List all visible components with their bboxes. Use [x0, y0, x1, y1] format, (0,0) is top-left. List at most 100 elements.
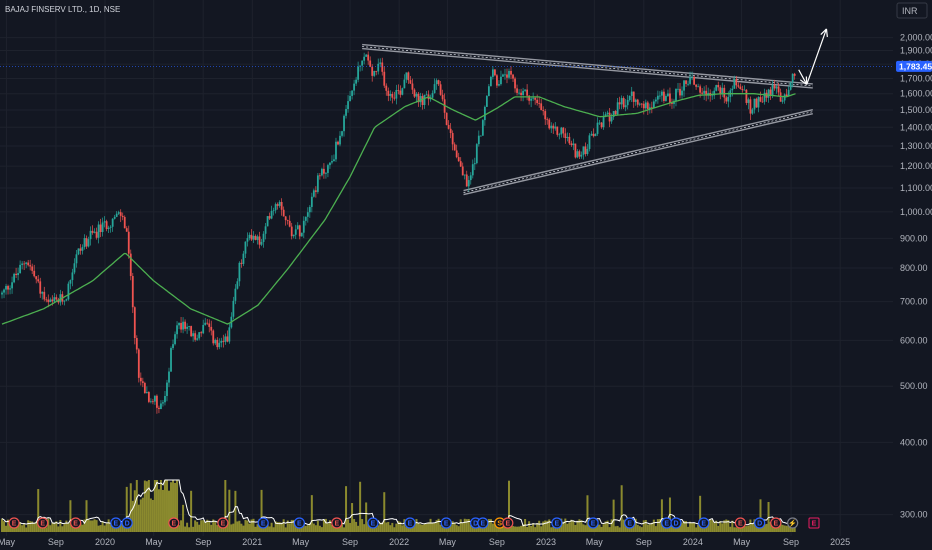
- candle-body: [479, 135, 482, 137]
- event-marker[interactable]: E: [477, 517, 489, 529]
- candle-body: [83, 238, 86, 248]
- candle-body: [274, 204, 277, 211]
- event-marker[interactable]: E: [440, 517, 452, 529]
- event-marker[interactable]: E: [257, 517, 269, 529]
- currency-button[interactable]: INR: [896, 2, 928, 19]
- event-markers[interactable]: E E E E D E E E E E E E E D E S E E E E E D E E D E ⚡ E: [8, 517, 820, 529]
- event-marker[interactable]: S: [494, 517, 506, 529]
- event-marker[interactable]: E: [502, 517, 514, 529]
- volume-bar: [777, 524, 780, 532]
- candle-body: [13, 273, 15, 283]
- event-marker[interactable]: E: [551, 517, 563, 529]
- event-marker[interactable]: E: [8, 517, 20, 529]
- event-marker-label: E: [73, 521, 78, 528]
- candle-body: [220, 340, 223, 343]
- candle-body: [327, 165, 329, 173]
- candle-body: [546, 119, 549, 121]
- event-marker[interactable]: E: [217, 517, 229, 529]
- volume-bar: [516, 526, 519, 532]
- volume-bar: [29, 521, 32, 532]
- volume-bar: [97, 525, 100, 532]
- candle-body: [320, 168, 323, 176]
- candle-body: [489, 76, 492, 87]
- volume-bar: [574, 524, 577, 532]
- candle-body: [469, 175, 472, 181]
- event-marker-label: E: [555, 521, 560, 528]
- candle-body: [353, 83, 355, 91]
- candle-body: [777, 86, 780, 93]
- volume-bar: [123, 526, 126, 532]
- volume-bar: [389, 525, 392, 532]
- event-marker[interactable]: E: [331, 517, 343, 529]
- event-marker[interactable]: E: [698, 517, 710, 529]
- event-marker[interactable]: E: [168, 517, 180, 529]
- candle-body: [540, 103, 543, 111]
- x-tick-label: May: [733, 537, 751, 547]
- event-marker[interactable]: E: [110, 517, 122, 529]
- volume-bar: [638, 526, 641, 532]
- event-marker[interactable]: E: [661, 517, 673, 529]
- projection-arrows[interactable]: [798, 28, 828, 85]
- candle-body: [644, 102, 647, 109]
- candle-body: [45, 299, 48, 301]
- event-marker[interactable]: E: [587, 517, 599, 529]
- volume-bar: [419, 524, 422, 532]
- event-marker[interactable]: E: [808, 517, 820, 529]
- candle-body: [214, 339, 217, 344]
- volume-bar: [65, 520, 68, 532]
- volume-bar: [683, 520, 686, 532]
- volume-bar: [143, 480, 146, 532]
- candle-body: [111, 218, 114, 227]
- lower-support-line: [463, 108, 813, 192]
- candle-body: [202, 324, 205, 334]
- y-tick-label: 1,900.00: [900, 46, 932, 56]
- volume-bar: [646, 524, 649, 532]
- trendlines[interactable]: [362, 43, 813, 196]
- candle-body: [298, 225, 301, 237]
- event-marker[interactable]: E: [293, 517, 305, 529]
- volume-bar: [81, 524, 84, 532]
- candle-body: [693, 76, 695, 85]
- volume-bar: [431, 523, 434, 532]
- event-marker[interactable]: D: [754, 517, 766, 529]
- candle-body: [284, 216, 287, 221]
- event-marker[interactable]: E: [624, 517, 636, 529]
- last-price-tag: 1,783.45: [896, 60, 932, 72]
- candle-body: [558, 134, 561, 136]
- event-marker[interactable]: D: [121, 517, 133, 529]
- event-marker[interactable]: E: [734, 517, 746, 529]
- candle-body: [665, 96, 667, 101]
- event-marker[interactable]: E: [770, 517, 782, 529]
- volume-bar: [745, 526, 748, 532]
- event-marker[interactable]: E: [70, 517, 82, 529]
- candle-body: [586, 148, 589, 155]
- event-marker[interactable]: ⚡: [787, 517, 799, 529]
- event-marker-circle: [770, 517, 782, 529]
- candle-body: [628, 95, 631, 100]
- volume-bar: [284, 527, 287, 532]
- candle-body: [596, 122, 599, 134]
- event-marker[interactable]: E: [37, 517, 49, 529]
- candle-body: [266, 216, 269, 227]
- candle-body: [75, 254, 78, 264]
- candle-body: [771, 84, 774, 96]
- candle-body: [721, 87, 724, 94]
- event-marker[interactable]: E: [404, 517, 416, 529]
- volume-bar: [379, 522, 382, 532]
- volume-bar: [7, 519, 10, 532]
- candle-body: [552, 125, 555, 129]
- event-marker-circle: [168, 517, 180, 529]
- candle-body: [296, 225, 299, 230]
- event-marker[interactable]: D: [670, 517, 682, 529]
- event-marker[interactable]: E: [367, 517, 379, 529]
- event-marker-label: D: [757, 521, 762, 528]
- candle-body: [160, 403, 162, 409]
- candle-body: [280, 201, 283, 210]
- candle-body: [141, 381, 144, 383]
- candle-body: [679, 88, 681, 96]
- candle-body: [385, 85, 388, 91]
- candle-body: [506, 74, 508, 78]
- volume-bar: [328, 520, 331, 532]
- candle-body: [89, 230, 92, 240]
